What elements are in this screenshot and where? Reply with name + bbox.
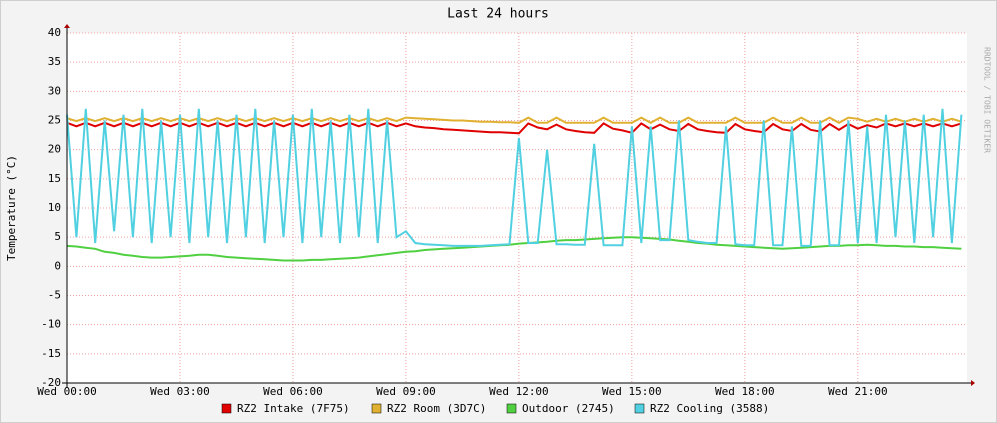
series-line	[66, 236, 962, 262]
y-tick-label: 40	[48, 26, 61, 39]
series-line	[66, 108, 963, 247]
y-tick-label: -10	[41, 318, 61, 331]
legend-label: Outdoor (2745)	[522, 402, 615, 415]
series-line	[66, 116, 962, 124]
x-tick-label: Wed 21:00	[828, 385, 888, 398]
y-tick-label: 0	[54, 259, 61, 272]
y-tick-label: 5	[54, 230, 61, 243]
x-tick-label: Wed 12:00	[489, 385, 549, 398]
y-tick-label: 35	[48, 55, 61, 68]
x-tick-label: Wed 18:00	[715, 385, 775, 398]
y-tick-label: 30	[48, 84, 61, 97]
legend-label: RZ2 Cooling (3588)	[650, 402, 769, 415]
y-arrow	[64, 24, 70, 28]
legend-swatch	[221, 403, 232, 414]
legend-swatch	[634, 403, 645, 414]
y-tick-label: 25	[48, 114, 61, 127]
x-tick-label: Wed 15:00	[602, 385, 662, 398]
y-axis-label: Temperature (°C)	[5, 155, 18, 261]
series-line	[66, 121, 962, 135]
x-tick-label: Wed 06:00	[263, 385, 323, 398]
legend-swatch	[371, 403, 382, 414]
y-tick-label: 15	[48, 172, 61, 185]
legend-swatch	[506, 403, 517, 414]
x-tick-label: Wed 00:00	[37, 385, 97, 398]
side-note: RRDTOOL / TOBI OETIKER	[983, 47, 992, 153]
y-tick-label: -20	[41, 376, 61, 389]
grid	[66, 32, 967, 384]
y-tick-label: -15	[41, 347, 61, 360]
y-tick-label: 10	[48, 201, 61, 214]
y-tick-label: 20	[48, 143, 61, 156]
chart-title: Last 24 hours	[447, 7, 549, 22]
x-tick-label: Wed 03:00	[150, 385, 210, 398]
legend-label: RZ2 Intake (7F75)	[237, 402, 350, 415]
lines	[66, 108, 963, 262]
x-arrow	[971, 380, 975, 386]
x-tick-label: Wed 09:00	[376, 385, 436, 398]
y-tick-label: -5	[48, 289, 61, 302]
legend-label: RZ2 Room (3D7C)	[387, 402, 486, 415]
